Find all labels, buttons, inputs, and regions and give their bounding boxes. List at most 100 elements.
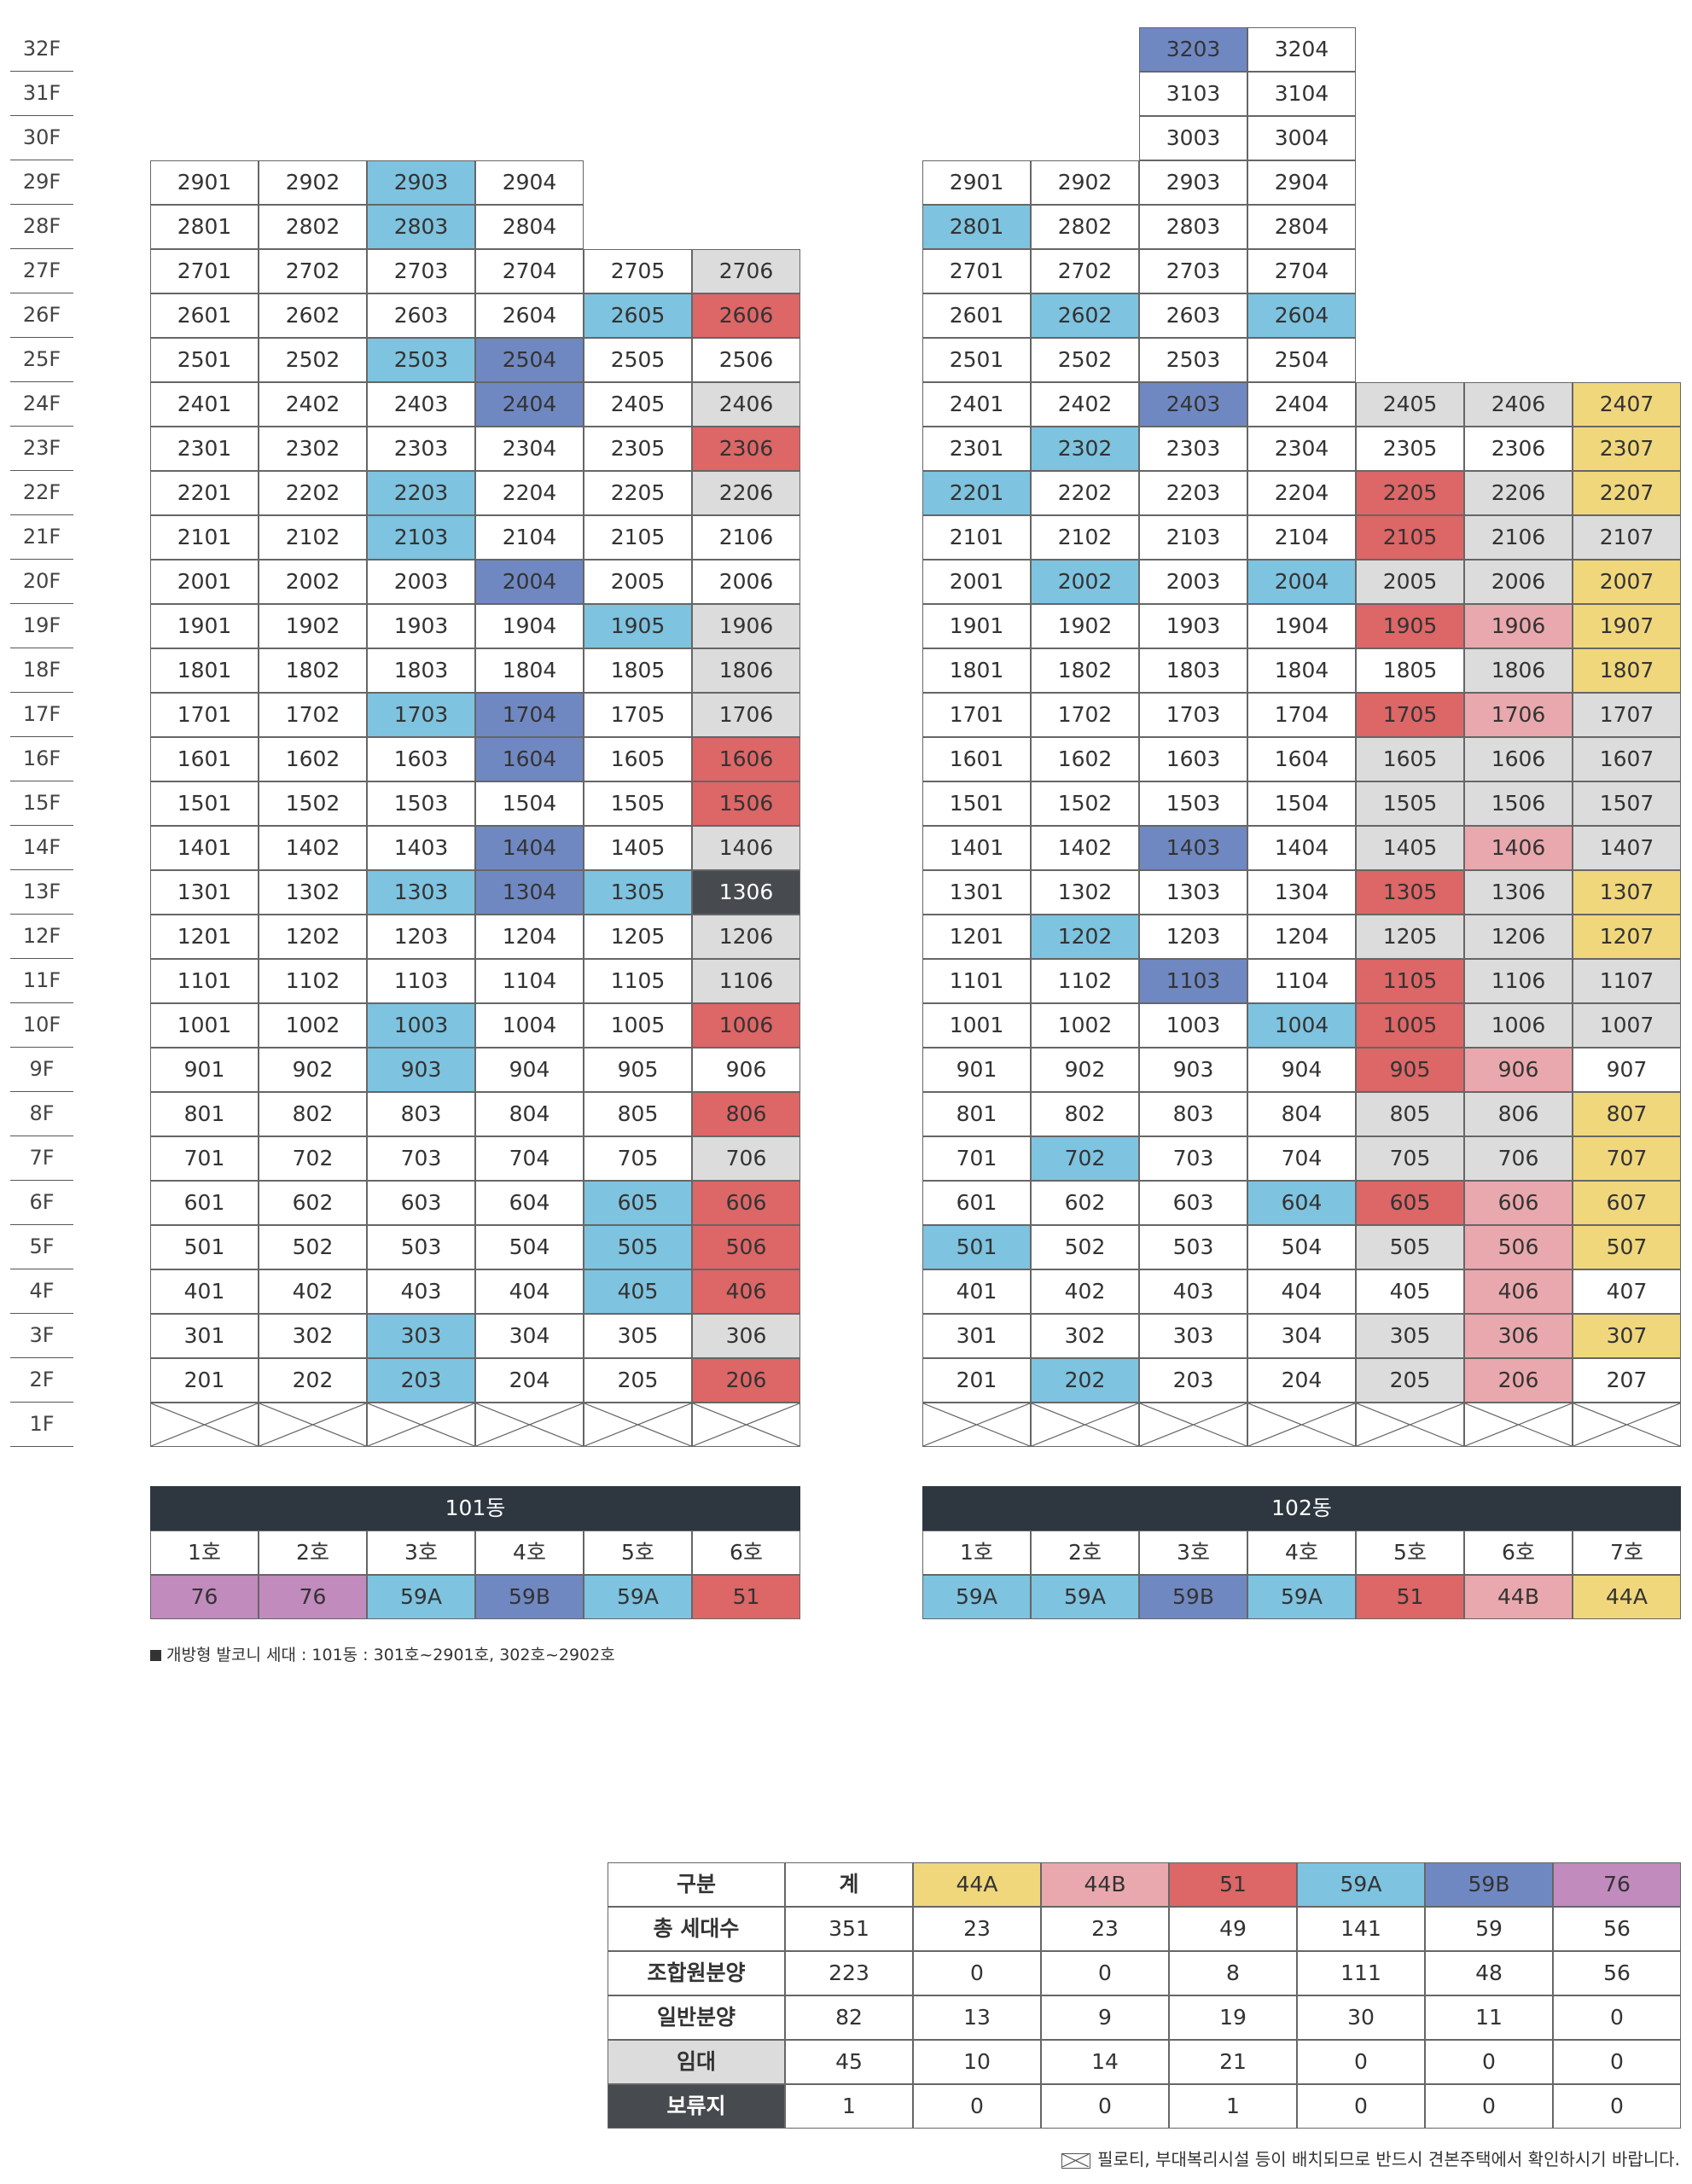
unit-cell: 1705 [1356,693,1464,737]
unit-cell: 2203 [367,471,475,515]
summary-value-cell: 49 [1169,1907,1297,1951]
floor-label: 21F [10,515,73,560]
summary-header-cell: 구분 [608,1862,785,1907]
unit-cell: 503 [1139,1225,1247,1269]
unit-cell: 2901 [922,160,1031,205]
summary-value-cell: 45 [785,2040,913,2084]
line-label: 4호 [475,1531,584,1575]
unit-cell: 2703 [1139,249,1247,293]
unit-cell: 1502 [1031,781,1139,826]
line-label: 6호 [692,1531,800,1575]
unit-cell: 2706 [692,249,800,293]
unit-cell: 302 [1031,1314,1139,1358]
unit-cell: 1104 [475,959,584,1003]
summary-value-cell: 141 [1297,1907,1425,1951]
unit-cell: 1903 [367,604,475,648]
unit-cell: 1003 [1139,1003,1247,1048]
summary-value-cell: 0 [913,1951,1041,1995]
unit-cell: 702 [1031,1136,1139,1181]
unit-cell: 806 [692,1092,800,1136]
unit-cell: 1005 [584,1003,692,1048]
unit-cell: 2904 [475,160,584,205]
unit-cell: 507 [1573,1225,1681,1269]
unit-cell: 3203 [1139,27,1247,72]
unit-cell: 2205 [1356,471,1464,515]
line-label: 5호 [1356,1531,1464,1575]
unit-cell: 1302 [259,870,367,915]
unit-cell: 2503 [367,338,475,382]
unit-cell: 1402 [1031,826,1139,870]
unit-cell: 2902 [259,160,367,205]
unit-cell: 403 [367,1269,475,1314]
unit-cell: 2206 [692,471,800,515]
unit-cell: 2803 [367,205,475,249]
unit-cell: 1404 [475,826,584,870]
unit-cell: 1806 [692,648,800,693]
unit-cell: 202 [1031,1358,1139,1403]
unit-cell: 1002 [259,1003,367,1048]
unit-cell: 1802 [259,648,367,693]
unit-cell: 2202 [259,471,367,515]
unit-cell: 2404 [1247,382,1356,427]
unit-cell: 2304 [475,427,584,471]
unit-cell: 305 [1356,1314,1464,1358]
unit-cell: 603 [1139,1181,1247,1225]
unit-cell: 202 [259,1358,367,1403]
unit-cell: 1301 [922,870,1031,915]
floor-label: 22F [10,471,73,515]
unit-cell: 1504 [475,781,584,826]
unit-cell: 904 [475,1048,584,1092]
floor-label: 20F [10,560,73,604]
unit-cell: 1701 [922,693,1031,737]
unit-cell: 904 [1247,1048,1356,1092]
unit-cell: 1105 [1356,959,1464,1003]
unit-cell: 402 [1031,1269,1139,1314]
unit-cell: 2901 [150,160,259,205]
unit-cell: 604 [475,1181,584,1225]
unit-cell: 1002 [1031,1003,1139,1048]
unit-cell: 1102 [1031,959,1139,1003]
unit-cell: 201 [922,1358,1031,1403]
pilotis-cell [1247,1403,1356,1447]
unit-cell: 1401 [922,826,1031,870]
unit-cell: 2801 [922,205,1031,249]
unit-cell: 1501 [922,781,1031,826]
unit-cell: 2803 [1139,205,1247,249]
floor-label: 27F [10,249,73,293]
unit-cell: 2501 [150,338,259,382]
unit-cell: 2005 [584,560,692,604]
unit-cell: 1703 [1139,693,1247,737]
unit-cell: 1001 [922,1003,1031,1048]
line-label: 1호 [922,1531,1031,1575]
unit-cell: 2105 [1356,515,1464,560]
unit-cell: 602 [259,1181,367,1225]
unit-cell: 405 [584,1269,692,1314]
summary-value-cell: 0 [1425,2040,1553,2084]
pilotis-icon [1061,2152,1091,2169]
unit-cell: 1205 [1356,915,1464,959]
unit-cell: 1805 [584,648,692,693]
floor-label: 18F [10,648,73,693]
floor-label: 2F [10,1358,73,1403]
unit-cell: 705 [584,1136,692,1181]
unit-cell: 1705 [584,693,692,737]
unit-cell: 2704 [1247,249,1356,293]
unit-cell: 2204 [475,471,584,515]
unit-cell: 606 [1464,1181,1573,1225]
unit-cell: 1903 [1139,604,1247,648]
unit-cell: 2603 [367,293,475,338]
floor-label: 10F [10,1003,73,1048]
unit-cell: 907 [1573,1048,1681,1092]
unit-cell: 2305 [1356,427,1464,471]
unit-cell: 2705 [584,249,692,293]
unit-cell: 1101 [922,959,1031,1003]
unit-cell: 2504 [475,338,584,382]
unit-cell: 1607 [1573,737,1681,781]
line-type: 59A [1031,1575,1139,1619]
floor-label: 9F [10,1048,73,1092]
unit-cell: 1806 [1464,648,1573,693]
unit-cell: 805 [1356,1092,1464,1136]
unit-cell: 2105 [584,515,692,560]
unit-cell: 1204 [1247,915,1356,959]
summary-row-label: 임대 [608,2040,785,2084]
